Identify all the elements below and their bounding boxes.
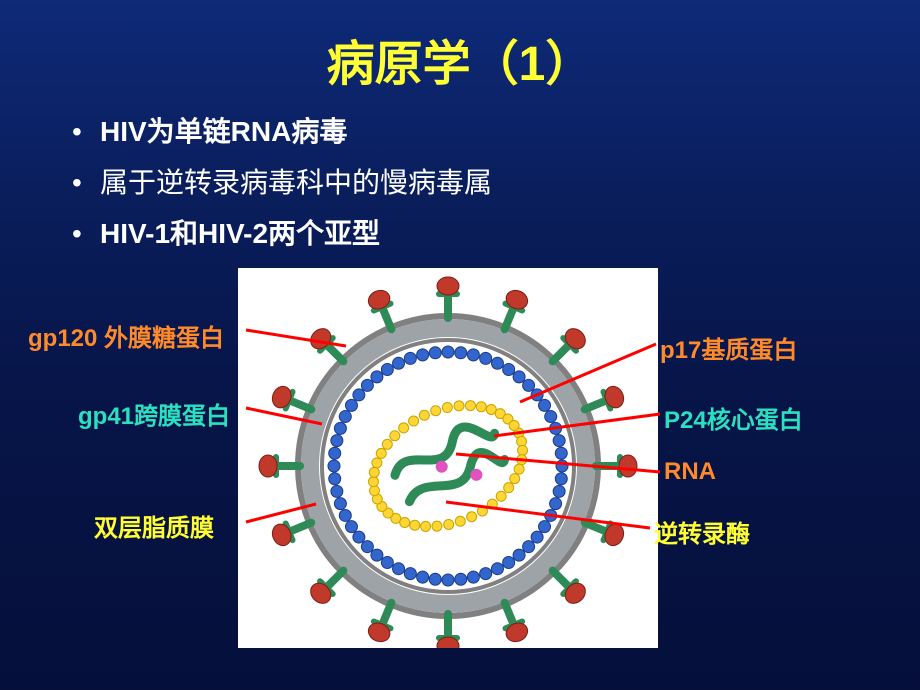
label-lipid: 双层脂质膜 xyxy=(94,508,214,543)
slide-root: 病原学（1） •HIV为单链RNA病毒 •属于逆转录病毒科中的慢病毒属 •HIV… xyxy=(0,0,920,690)
labels-layer: gp120 外膜糖蛋白 gp41跨膜蛋白 双层脂质膜 p17基质蛋白 P24核心… xyxy=(0,0,920,690)
label-p17: p17基质蛋白 xyxy=(660,330,797,365)
label-gp120: gp120 外膜糖蛋白 xyxy=(28,318,224,353)
label-rna: RNA xyxy=(664,458,716,486)
label-rt: 逆转录酶 xyxy=(654,514,750,549)
label-gp41: gp41跨膜蛋白 xyxy=(78,396,230,431)
label-p24: P24核心蛋白 xyxy=(664,400,803,435)
